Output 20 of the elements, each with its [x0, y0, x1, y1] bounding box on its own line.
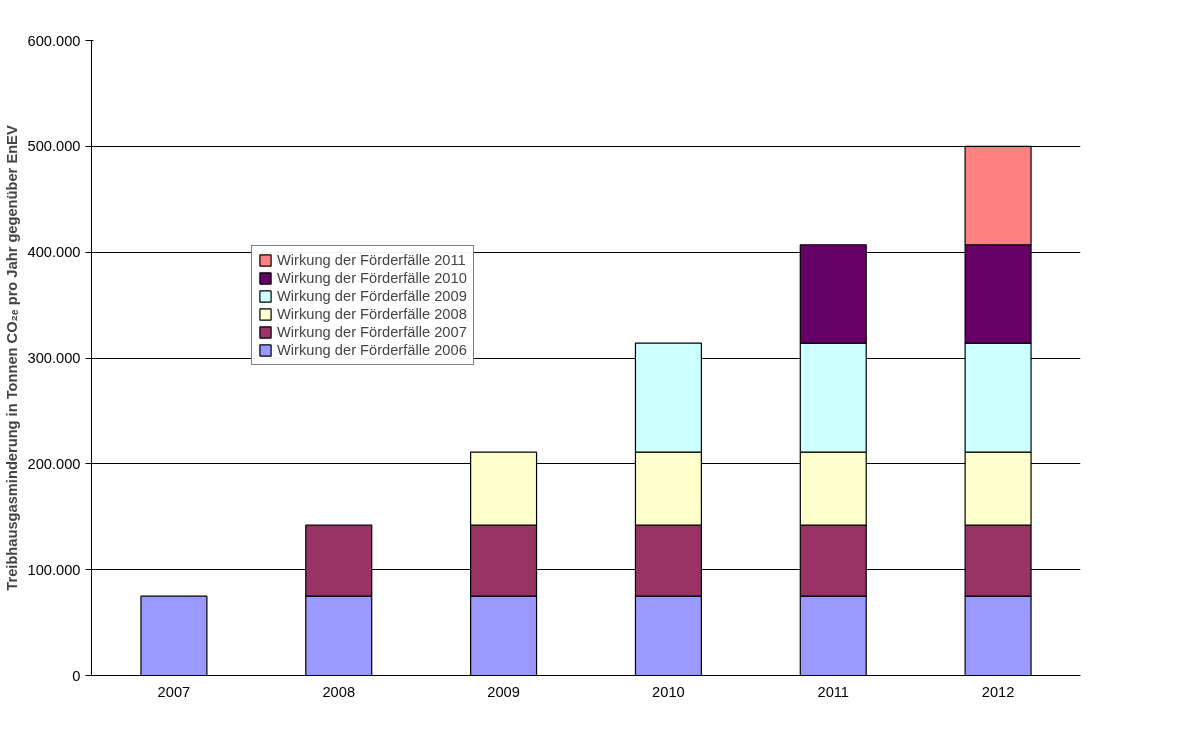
y-tick-label: 100.000: [27, 561, 81, 578]
y-tick-label: 0: [72, 667, 81, 684]
y-tick-label: 200.000: [27, 455, 81, 472]
legend-label: Wirkung der Förderfälle 2010: [277, 270, 467, 286]
x-tick-label: 2008: [322, 683, 356, 700]
legend-label: Wirkung der Förderfälle 2007: [277, 324, 467, 340]
x-tick-label: 2009: [487, 683, 520, 700]
y-tick-label: 300.000: [27, 350, 81, 366]
x-tick-label: 2010: [652, 683, 685, 700]
x-tick-label: 2011: [817, 683, 850, 700]
legend-label: Wirkung der Förderfälle 2009: [277, 288, 467, 304]
y-axis-title: Treibhausgasminderung in Tonnen CO₂ₑ pro Jahr gegenüber EnEV: [3, 125, 20, 591]
y-tick-label: 400.000: [27, 244, 81, 261]
y-tick-label: 500.000: [27, 138, 81, 155]
y-tick-label: 600.000: [27, 32, 81, 49]
x-tick-label: 2007: [157, 683, 191, 700]
legend-label: Wirkung der Förderfälle 2006: [277, 342, 467, 358]
legend-label: Wirkung der Förderfälle 2008: [277, 306, 467, 322]
x-tick-label: 2012: [981, 683, 1015, 700]
legend-label: Wirkung der Förderfälle 2011: [277, 252, 466, 268]
